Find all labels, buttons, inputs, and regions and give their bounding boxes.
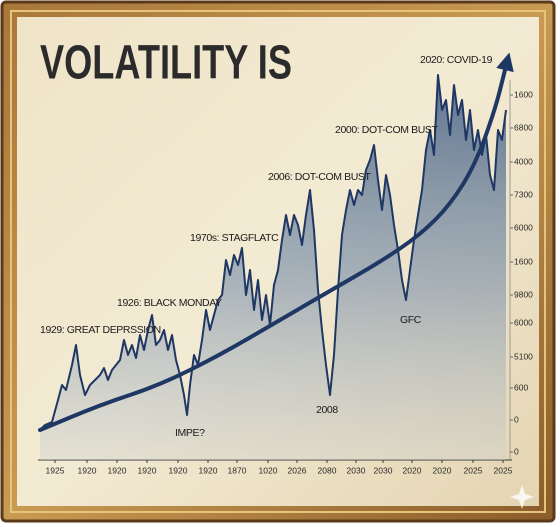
x-tick-label: 1870 [228,465,247,475]
trend-line [38,68,507,432]
x-tick-label: 1920 [199,465,218,475]
x-tick-label: 1925 [46,465,65,475]
y-tick-label: 6000 [514,317,533,327]
y-tick-label: 4000 [514,156,533,166]
x-tick-label: 2025 [464,465,483,475]
y-tick-label: 1600 [514,256,533,266]
x-tick-label: 2030 [374,465,393,475]
y-tick-label: 600 [514,382,528,392]
annotation: IMPE? [175,427,205,439]
annotation: 1926: BLACK MONDAY [117,297,222,309]
annotation: 2000: DOT-COM BUST [335,124,438,136]
x-tick-label: 2020 [433,465,452,475]
x-tick-label: 2025 [494,465,513,475]
x-tick-label: 2080 [318,465,337,475]
y-tick-label: 9800 [514,289,533,299]
y-tick-label: 5100 [514,351,533,361]
y-tick-label: 0 [514,414,519,424]
plot-area: 1925 1920 1920 1920 1920 1920 1870 1020 2026 2080… [38,52,533,475]
annotation: 2008 [316,404,338,416]
x-tick-label: 1920 [78,465,97,475]
annotation: 1929: GREAT DEPRSSION [40,324,161,336]
x-tick-label: 1020 [259,465,278,475]
annotation: 2020: COVID-19 [420,54,493,66]
frame-inner [10,10,546,513]
chart-title: VOLATILITY IS [40,37,292,90]
y-tick-label: 6000 [514,222,533,232]
y-tick-label: 6800 [514,122,533,132]
y-tick-label: 7300 [514,189,533,199]
sparkle-icon [510,485,534,509]
annotation: 1970s: STAGFLATC [190,232,279,244]
y-tick-label: 1600 [514,89,533,99]
y-tick-label: 0 [514,446,519,456]
annotation: 2006: DOT-COM BUST [268,171,371,183]
x-tick-label: 2030 [347,465,366,475]
area [40,75,506,460]
line [39,74,507,431]
trend-arrowhead [496,52,514,73]
x-tick-label: 2020 [403,465,422,475]
x-tick-label: 1920 [138,465,157,475]
x-tick-label: 1920 [169,465,188,475]
x-tick-label: 2026 [288,465,307,475]
x-tick-label: 1920 [108,465,127,475]
annotation: GFC [400,314,422,326]
